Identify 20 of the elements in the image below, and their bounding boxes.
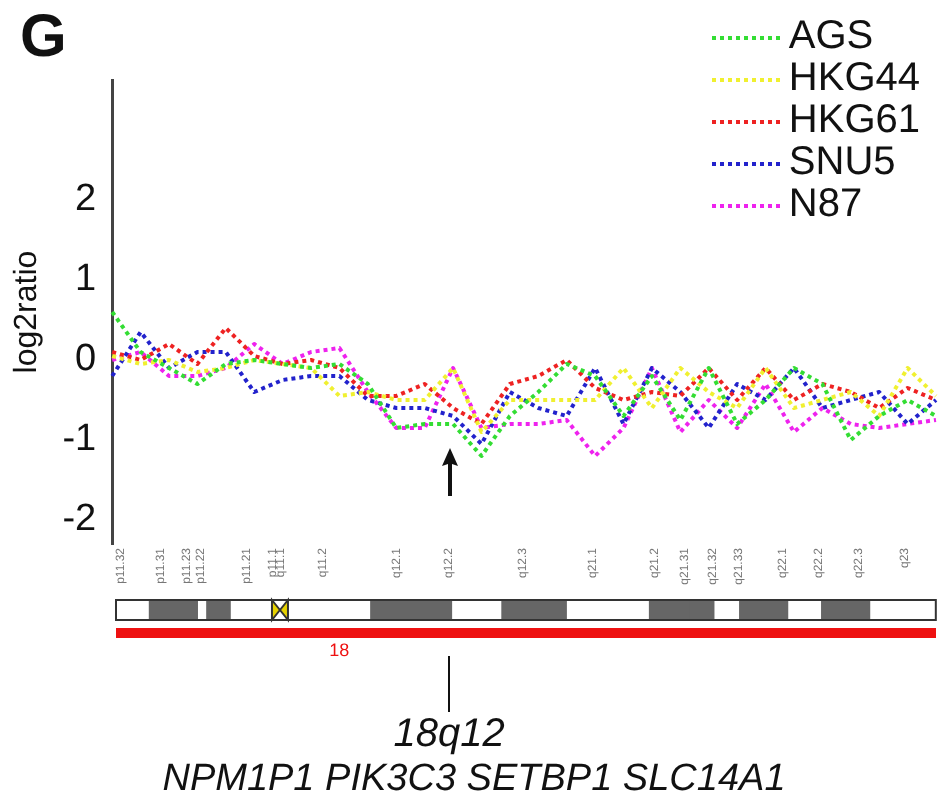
line-series bbox=[110, 326, 938, 426]
line-series bbox=[110, 330, 938, 446]
legend-label: HKG61 bbox=[788, 98, 920, 142]
y-tick-label: 0 bbox=[75, 338, 97, 381]
legend-label: SNU5 bbox=[788, 140, 896, 184]
chart-title: G bbox=[20, 4, 67, 72]
line-series bbox=[110, 310, 938, 458]
legend-label: AGS bbox=[788, 14, 874, 58]
text: 18 bbox=[329, 640, 350, 660]
y-tick-label: -2 bbox=[62, 498, 97, 541]
y-tick-label: -1 bbox=[62, 418, 97, 461]
line-series bbox=[110, 342, 938, 458]
text: NPM1P1 PIK3C3 SETBP1 SLC14A1 bbox=[160, 758, 788, 802]
line-series bbox=[110, 354, 938, 434]
y-tick-label: 1 bbox=[75, 258, 97, 301]
legend-label: N87 bbox=[788, 182, 863, 226]
y-axis-title: log2ratio bbox=[10, 250, 45, 374]
legend-label: HKG44 bbox=[788, 56, 920, 100]
y-tick-label: 2 bbox=[75, 178, 97, 221]
text: 18q12 bbox=[391, 712, 507, 758]
